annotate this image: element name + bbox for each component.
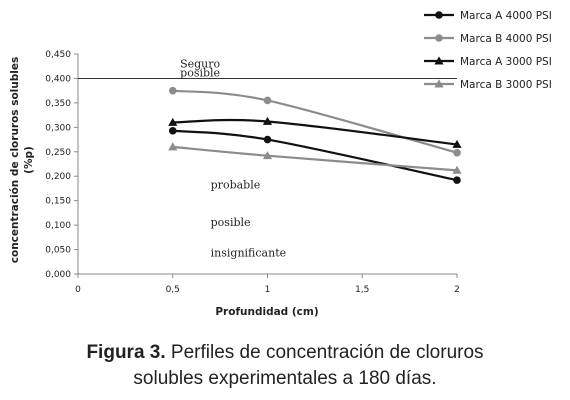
data-point bbox=[452, 139, 462, 148]
legend-label: Marca A 3000 PSI bbox=[460, 56, 552, 68]
data-point bbox=[168, 142, 178, 151]
data-point bbox=[263, 96, 272, 105]
y-axis-label: concentración de cloruros solubles bbox=[9, 57, 21, 264]
data-point bbox=[453, 148, 461, 157]
series-line-2 bbox=[172, 89, 458, 154]
legend-marker bbox=[435, 34, 443, 42]
legend-marker bbox=[434, 56, 444, 65]
y-tick-label: 0,000 bbox=[45, 270, 71, 280]
data-point bbox=[262, 116, 273, 125]
series-line-1 bbox=[172, 129, 458, 182]
chart-legend: Marca A 4000 PSI Marca B 4000 PSI Marca A … bbox=[424, 10, 552, 91]
y-tick-label: 0,400 bbox=[45, 74, 71, 84]
x-tick-label: 0 bbox=[75, 285, 81, 295]
y-tick-label: 0,050 bbox=[45, 246, 71, 256]
legend-label: Marca B 3000 PSI bbox=[460, 79, 552, 91]
zone-label: probable bbox=[211, 178, 261, 191]
chart-axes: 0,000 0,050 0,100 0,150 0,200 0,250 0,300 0,350… bbox=[45, 50, 460, 295]
zone-label: posible bbox=[211, 216, 251, 229]
y-axis-unit: (%p) bbox=[23, 146, 35, 174]
x-tick-label: 2 bbox=[454, 285, 460, 295]
x-tick-label: 0,5 bbox=[166, 285, 180, 295]
data-point bbox=[168, 117, 178, 126]
caption-text-line1: Perfiles de concentración de cloruros bbox=[165, 342, 484, 363]
x-tick-label: 1,5 bbox=[355, 285, 369, 295]
y-tick-label: 0,300 bbox=[45, 123, 71, 133]
y-tick-label: 0,350 bbox=[45, 99, 71, 109]
line-chart: 0,000 0,050 0,100 0,150 0,200 0,250 0,300 0,350… bbox=[9, 10, 552, 318]
data-point bbox=[168, 126, 177, 135]
y-tick-label: 0,200 bbox=[45, 172, 71, 182]
data-point bbox=[452, 165, 462, 174]
data-point bbox=[263, 135, 272, 144]
zone-label: insignificante bbox=[211, 246, 286, 259]
legend-label: Marca B 4000 PSI bbox=[460, 33, 552, 45]
threshold-label-posible: posible bbox=[180, 66, 220, 79]
caption-text-line2: solubles experimentales a 180 días. bbox=[133, 368, 437, 389]
legend-marker bbox=[434, 79, 444, 88]
series-line-4 bbox=[172, 145, 458, 172]
data-point bbox=[453, 176, 461, 184]
threshold-label-seguro: Seguro bbox=[180, 57, 220, 70]
x-tick-label: 1 bbox=[265, 285, 271, 295]
legend-marker bbox=[435, 11, 443, 19]
legend-label: Marca A 4000 PSI bbox=[460, 10, 552, 22]
data-point bbox=[168, 86, 177, 95]
figure-caption: Figura 3. Perfiles de concentración de c… bbox=[0, 340, 570, 392]
x-axis-label: Profundidad (cm) bbox=[215, 306, 318, 318]
data-point bbox=[262, 151, 273, 160]
zone-labels: probable posible insignificante bbox=[211, 178, 286, 259]
y-tick-label: 0,100 bbox=[45, 221, 71, 231]
y-tick-label: 0,250 bbox=[45, 148, 71, 158]
y-tick-label: 0,150 bbox=[45, 197, 71, 207]
series-line-3 bbox=[172, 118, 458, 146]
caption-label: Figura 3. bbox=[86, 342, 166, 363]
y-tick-label: 0,450 bbox=[45, 50, 71, 60]
chart-series bbox=[168, 86, 462, 184]
